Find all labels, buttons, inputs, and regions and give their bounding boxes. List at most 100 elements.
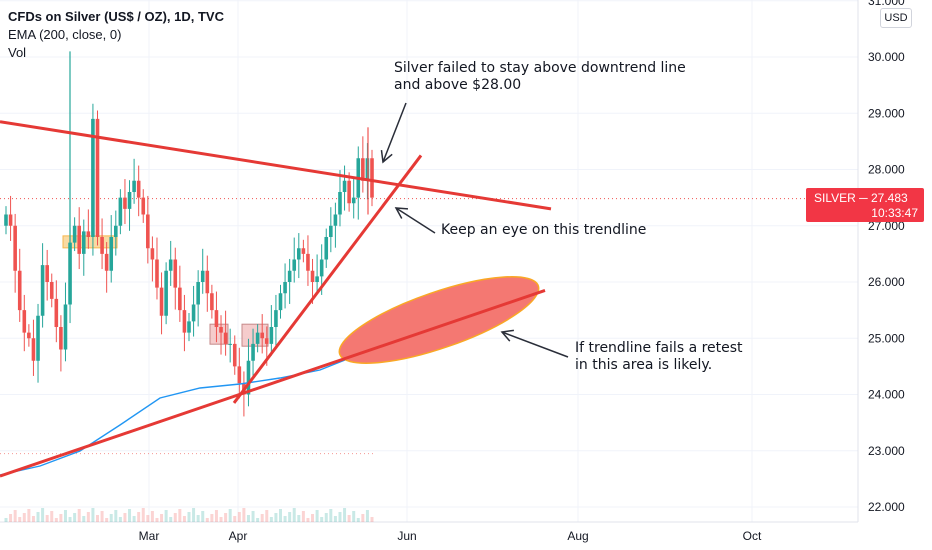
candle-body <box>54 298 59 327</box>
candle-body <box>310 270 315 282</box>
candle-body <box>251 343 255 361</box>
volume-bar <box>228 509 232 522</box>
long-term-uptrend-line[interactable] <box>0 289 546 478</box>
candle-body <box>196 282 200 305</box>
candle-body <box>274 310 278 327</box>
volume-bar <box>297 515 301 522</box>
volume-bar <box>242 508 246 522</box>
volume-bar <box>91 508 95 522</box>
annotation-top-line1: Silver failed to stay above downtrend li… <box>394 60 686 76</box>
candle-body <box>228 343 232 345</box>
price-tag-price: 27.483 <box>870 191 908 205</box>
volume-bar <box>169 517 173 522</box>
candle-body <box>114 225 118 237</box>
annotation-top-line2: and above $28.00 <box>394 77 522 93</box>
steep-uptrend-line[interactable] <box>232 154 423 404</box>
volume-bar <box>311 514 315 522</box>
volume-bar <box>205 518 209 522</box>
candle-body <box>68 242 72 305</box>
candle-body <box>91 118 95 237</box>
candle-body <box>329 225 333 237</box>
candle-body <box>155 259 159 288</box>
x-tick-label: Oct <box>743 529 762 543</box>
volume-bar <box>9 514 13 522</box>
volume-bar <box>4 518 8 522</box>
candle-body <box>182 310 187 333</box>
arrow-bottom[interactable] <box>501 331 569 358</box>
y-tick-label: 31.000 <box>868 0 905 8</box>
candle-body <box>361 158 365 181</box>
candle-body <box>178 287 182 311</box>
chart-legend: CFDs on Silver (US$ / OZ), 1D, TVC EMA (… <box>8 8 224 62</box>
candle-body <box>351 197 356 204</box>
volume-bar <box>137 512 141 522</box>
candle-body <box>237 366 242 384</box>
volume-bar <box>192 508 196 522</box>
candle-body <box>370 158 374 198</box>
volume-bar <box>210 514 214 522</box>
candle-body <box>324 237 329 260</box>
annotation-bottom: If trendline fails a retest in this area… <box>575 340 743 374</box>
arrow-middle[interactable] <box>395 207 436 234</box>
candle-body <box>31 338 36 361</box>
candle-body <box>109 237 114 271</box>
candle-body <box>164 270 168 316</box>
x-tick-label: Apr <box>229 529 248 543</box>
candle-body <box>36 315 40 361</box>
volume-bar <box>219 517 223 522</box>
candle-body <box>8 214 13 226</box>
legend-vol[interactable]: Vol <box>8 45 27 60</box>
candle-body <box>45 265 49 282</box>
candle-body <box>49 282 54 299</box>
volume-bar <box>283 516 287 522</box>
volume-bar <box>82 516 86 522</box>
candle-body <box>287 270 292 282</box>
candle-body <box>100 237 104 254</box>
candle-body <box>347 180 351 204</box>
volume-bar <box>260 514 264 522</box>
volume-bar <box>155 518 159 522</box>
annotation-middle: Keep an eye on this trendline <box>441 222 647 238</box>
candle-body <box>150 248 155 260</box>
candle-body <box>219 327 223 333</box>
candle-body <box>141 197 146 215</box>
candle-body <box>136 180 141 198</box>
volume-bar <box>22 513 26 522</box>
candle-body <box>306 253 310 271</box>
annotation-bottom-line1: If trendline fails a retest <box>575 340 743 356</box>
volume-bar <box>329 509 333 522</box>
volume-bar <box>233 516 237 522</box>
downtrend-line[interactable] <box>0 120 552 211</box>
volume-bar <box>173 513 177 522</box>
candle-body <box>283 282 287 294</box>
volume-bar <box>251 511 255 522</box>
candle-body <box>104 253 109 271</box>
retest-zone-ellipse[interactable] <box>331 259 548 380</box>
legend-ema[interactable]: EMA (200, close, 0) <box>8 27 122 42</box>
arrow-bottom-head <box>500 329 514 342</box>
arrow-top[interactable] <box>382 102 407 163</box>
candle-body <box>260 332 264 339</box>
volume-bar <box>105 518 109 522</box>
volume-bar <box>370 517 374 522</box>
volume-bar <box>343 508 347 522</box>
candle-body <box>333 214 338 226</box>
y-tick-label: 30.000 <box>868 50 905 64</box>
volume-bar <box>214 510 218 522</box>
volume-bar <box>306 518 310 522</box>
legend-title[interactable]: CFDs on Silver (US$ / OZ), 1D, TVC <box>8 9 224 24</box>
volume-bar <box>288 512 292 522</box>
volume-bar <box>141 508 145 522</box>
price-tag-symbol: SILVER <box>814 191 856 205</box>
volume-bar <box>274 513 278 522</box>
volume-bar <box>320 517 324 522</box>
x-tick-label: Mar <box>139 529 160 543</box>
candle-body <box>214 310 219 327</box>
volume-bar <box>365 510 369 522</box>
volume-bar <box>224 513 228 522</box>
candle-body <box>223 332 228 344</box>
currency-badge[interactable]: USD <box>880 8 912 28</box>
volume-bar <box>54 518 58 522</box>
